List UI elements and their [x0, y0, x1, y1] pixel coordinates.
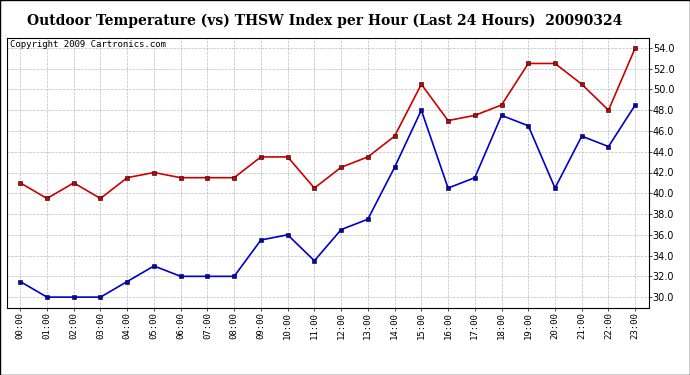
Text: Copyright 2009 Cartronics.com: Copyright 2009 Cartronics.com: [10, 40, 166, 49]
Text: Outdoor Temperature (vs) THSW Index per Hour (Last 24 Hours)  20090324: Outdoor Temperature (vs) THSW Index per …: [27, 13, 622, 27]
